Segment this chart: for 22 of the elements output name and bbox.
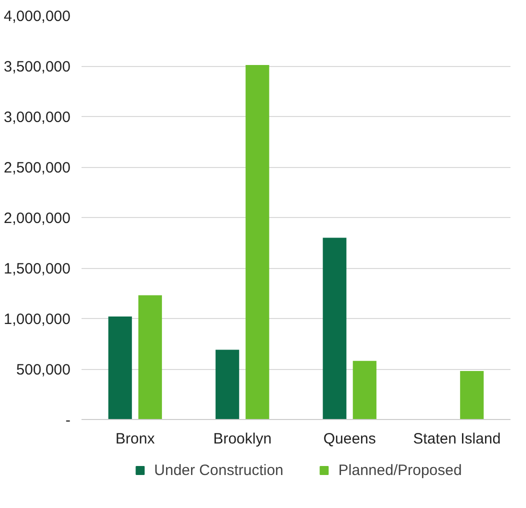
legend-label: Under Construction	[154, 462, 284, 478]
y-tick-label: 500,000	[16, 362, 71, 378]
bar	[216, 350, 240, 420]
bar	[246, 64, 270, 420]
x-tick-label: Bronx	[116, 430, 156, 448]
y-tick-label: 3,000,000	[4, 109, 71, 126]
bar	[352, 360, 376, 420]
y-tick-label: 2,500,000	[4, 160, 71, 176]
bar	[138, 295, 162, 420]
x-tick-label: Brooklyn	[213, 430, 272, 448]
y-tick-label: 3,500,000	[4, 58, 71, 76]
x-tick-label: Queens	[323, 430, 376, 448]
y-tick-label: 2,000,000	[4, 210, 71, 227]
bar	[322, 238, 346, 420]
y-tick-label: -	[66, 412, 71, 429]
bar	[460, 371, 484, 420]
y-tick-label: 4,000,000	[4, 8, 71, 25]
bar	[108, 316, 132, 420]
x-tick-label: Staten Island	[413, 430, 501, 448]
y-tick-label: 1,500,000	[4, 260, 71, 278]
legend-label: Planned/Proposed	[338, 462, 462, 478]
y-tick-label: 1,000,000	[4, 311, 71, 328]
